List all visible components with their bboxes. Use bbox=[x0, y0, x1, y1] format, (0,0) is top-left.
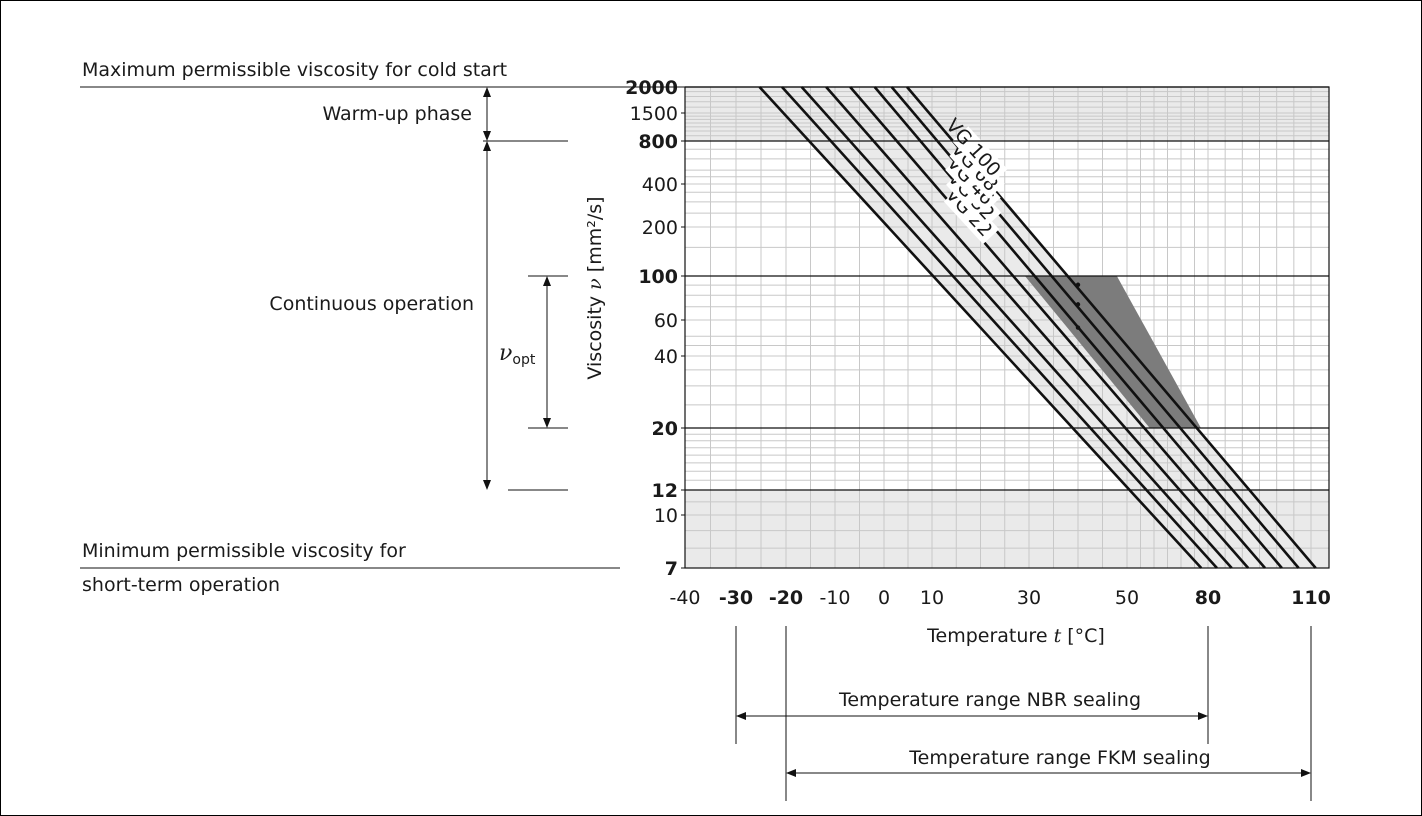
y-tick-label: 10 bbox=[654, 505, 678, 527]
v-opt-symbol: ν bbox=[499, 341, 512, 366]
series-line bbox=[758, 86, 1203, 569]
x-axis-title-prefix: Temperature bbox=[926, 625, 1053, 647]
grid-layer bbox=[684, 86, 1330, 569]
x-tick-label: 30 bbox=[1017, 587, 1041, 609]
y-tick-label: 1500 bbox=[630, 103, 678, 125]
y-axis-title-prefix: Viscosity bbox=[584, 290, 606, 380]
series-line bbox=[825, 86, 1250, 569]
fkm-range-arrow-head-left bbox=[786, 769, 796, 777]
warm-up-arrow-head-bottom bbox=[483, 131, 491, 141]
x-tick-label: 10 bbox=[920, 587, 944, 609]
series-label-background bbox=[943, 186, 1000, 245]
warm-up-label: Warm-up phase bbox=[322, 103, 472, 125]
y-tick-label: 40 bbox=[654, 346, 678, 368]
nbr-range-label: Temperature range NBR sealing bbox=[838, 689, 1141, 711]
opt-arrow-head-bottom bbox=[543, 418, 551, 428]
optimum-range-band bbox=[1024, 276, 1201, 428]
series-line bbox=[849, 86, 1266, 569]
x-tick-label: -40 bbox=[669, 587, 700, 609]
series-line bbox=[800, 86, 1233, 569]
series-point-40c bbox=[1075, 325, 1081, 330]
min-short-term-label-1: Minimum permissible viscosity for bbox=[82, 540, 406, 562]
series-label-background bbox=[945, 154, 1001, 213]
series-label-background bbox=[949, 141, 1005, 199]
opt-arrow-head-top bbox=[543, 276, 551, 286]
series-line bbox=[781, 86, 1218, 569]
nbr-range-arrow-head-left bbox=[736, 712, 746, 720]
x-axis-title: Temperature t [°C] bbox=[926, 625, 1105, 647]
v-opt-subscript: opt bbox=[512, 352, 535, 368]
fkm-range-arrow-head-right bbox=[1301, 769, 1311, 777]
series-point-40c bbox=[1075, 282, 1081, 287]
plot-border bbox=[684, 86, 1330, 569]
optimum-band-layer bbox=[1024, 276, 1201, 428]
y-tick-label: 200 bbox=[642, 217, 678, 239]
continuous-arrow-head-top bbox=[483, 141, 491, 151]
warm-up-arrow-head-top bbox=[483, 87, 491, 97]
max-cold-start-label: Maximum permissible viscosity for cold s… bbox=[82, 59, 507, 81]
x-tick-label: 80 bbox=[1195, 587, 1221, 609]
v-opt-label: νopt bbox=[499, 341, 536, 368]
x-tick-label: 110 bbox=[1291, 587, 1331, 609]
y-tick-label: 12 bbox=[652, 480, 678, 502]
nbr-range-arrow-head-right bbox=[1198, 712, 1208, 720]
y-tick-label: 20 bbox=[652, 418, 678, 440]
continuous-operation-label: Continuous operation bbox=[269, 293, 474, 315]
fkm-range-label: Temperature range FKM sealing bbox=[908, 747, 1210, 769]
x-tick-label: -10 bbox=[819, 587, 850, 609]
y-tick-label: 60 bbox=[654, 310, 678, 332]
x-tick-label: -30 bbox=[719, 587, 753, 609]
y-tick-label: 800 bbox=[638, 131, 678, 153]
min-short-term-label-2: short-term operation bbox=[82, 574, 280, 596]
y-axis-title-symbol: ν bbox=[584, 278, 606, 290]
x-tick-label: 50 bbox=[1115, 587, 1139, 609]
x-axis-title-unit: [°C] bbox=[1061, 625, 1105, 647]
continuous-arrow-head-bottom bbox=[483, 480, 491, 490]
y-tick-label: 400 bbox=[642, 174, 678, 196]
y-axis-title: Viscosity ν [mm²/s] bbox=[584, 196, 606, 379]
y-tick-label: 2000 bbox=[625, 77, 678, 99]
series-point-40c bbox=[1075, 302, 1081, 307]
x-tick-label: -20 bbox=[769, 587, 803, 609]
y-axis-title-unit: [mm²/s] bbox=[584, 196, 606, 278]
x-tick-label: 0 bbox=[878, 587, 890, 609]
y-tick-label: 7 bbox=[665, 558, 678, 580]
annotation-layer bbox=[80, 86, 1312, 801]
x-axis-title-symbol: t bbox=[1054, 625, 1062, 647]
y-tick-label: 100 bbox=[638, 266, 678, 288]
